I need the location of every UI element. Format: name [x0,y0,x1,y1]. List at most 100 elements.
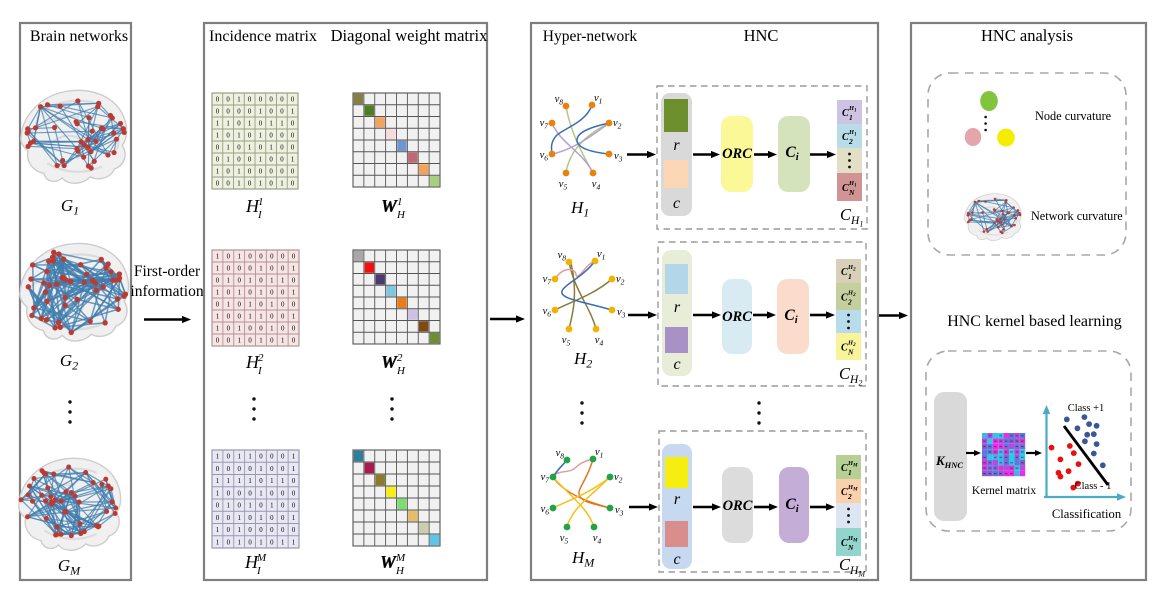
svg-text:1: 1 [237,540,240,547]
svg-text:1: 1 [216,290,219,297]
svg-text:0: 0 [270,515,274,522]
svg-text:0: 0 [270,266,274,273]
svg-text:1: 1 [270,302,273,309]
svg-text:1: 1 [292,266,295,273]
svg-text:0: 0 [281,454,285,461]
svg-text:0: 0 [216,503,220,510]
svg-text:0: 0 [270,527,274,534]
svg-text:1: 1 [227,503,230,510]
svg-text:0: 0 [269,109,273,116]
svg-text:C: C [841,538,848,549]
svg-text:0: 0 [270,540,274,547]
svg-text:2: 2 [847,492,852,501]
svg-text:N: N [847,543,854,552]
svg-text:0: 0 [281,326,285,333]
svg-text:0: 0 [216,466,220,473]
svg-text:0: 0 [270,454,274,461]
svg-text:1: 1 [848,272,852,281]
svg-text:0: 0 [227,454,231,461]
svg-text:H: H [396,365,406,377]
svg-text:Node curvature: Node curvature [1035,109,1112,123]
svg-text:1: 1 [248,478,251,485]
svg-text:0: 0 [259,527,263,534]
svg-text:r: r [674,299,681,316]
svg-text:0: 0 [292,326,296,333]
svg-text:0: 0 [280,145,284,152]
svg-text:0: 0 [270,466,274,473]
svg-text:0: 0 [248,181,252,188]
svg-text:0: 0 [270,338,274,345]
svg-text:0: 0 [292,527,296,534]
svg-text:C: C [841,463,848,474]
svg-text:0: 0 [248,109,252,116]
svg-text:0: 0 [226,181,230,188]
svg-text:0: 0 [216,302,220,309]
svg-text:1: 1 [248,145,251,152]
svg-text:1: 1 [259,266,262,273]
svg-text:0: 0 [227,491,231,498]
svg-text:1: 1 [259,290,262,297]
svg-text:0: 0 [292,338,296,345]
svg-text:1: 1 [269,145,272,152]
svg-text:0: 0 [280,169,284,176]
svg-text:Class - 1: Class - 1 [1075,481,1112,492]
svg-text:0: 0 [216,145,220,152]
svg-text:1: 1 [216,254,219,261]
svg-text:1: 1 [270,326,273,333]
svg-text:1: 1 [226,157,229,164]
svg-text:1: 1 [292,314,295,321]
svg-text:HNC: HNC [744,26,779,45]
svg-text:1: 1 [848,468,852,477]
svg-text:1: 1 [237,478,240,485]
svg-text:0: 0 [280,157,284,164]
svg-text:1: 1 [237,326,240,333]
svg-text:H: H [395,565,405,577]
svg-text:1: 1 [397,196,403,208]
svg-text:0: 0 [227,290,231,297]
svg-text:0: 0 [270,314,274,321]
svg-text:0: 0 [292,478,296,485]
svg-text:1: 1 [292,290,295,297]
svg-text:1: 1 [237,133,240,140]
svg-text:0: 0 [269,157,273,164]
svg-text:1: 1 [849,113,853,122]
svg-text:0: 0 [227,515,231,522]
svg-text:0: 0 [259,503,263,510]
svg-text:2: 2 [848,137,853,146]
svg-text:1: 1 [259,540,262,547]
svg-text:M: M [395,552,406,564]
svg-text:1: 1 [259,181,262,188]
svg-text:c: c [673,356,680,373]
svg-text:0: 0 [259,145,263,152]
svg-text:Network curvature: Network curvature [1031,209,1123,223]
svg-text:1: 1 [258,196,264,208]
svg-text:1: 1 [227,278,230,285]
svg-text:1: 1 [237,181,240,188]
svg-text:0: 0 [248,540,252,547]
svg-text:0: 0 [269,97,273,104]
svg-text:c: c [673,195,680,212]
svg-text:C: C [841,293,848,304]
svg-text:Diagonal weight matrix: Diagonal weight matrix [331,26,488,45]
svg-text:0: 0 [259,169,263,176]
svg-text:r: r [673,137,680,154]
svg-text:1: 1 [237,515,240,522]
svg-text:0: 0 [237,314,241,321]
svg-text:0: 0 [216,97,220,104]
svg-text:0: 0 [292,491,296,498]
svg-text:C: C [842,108,849,119]
svg-text:0: 0 [281,466,285,473]
svg-text:0: 0 [226,109,230,116]
svg-text:1: 1 [216,491,219,498]
svg-text:1: 1 [216,540,219,547]
svg-text:0: 0 [248,290,252,297]
svg-text:0: 0 [237,266,241,273]
svg-text:0: 0 [248,326,252,333]
svg-text:1: 1 [216,326,219,333]
svg-text:1: 1 [237,169,240,176]
svg-text:1: 1 [227,302,230,309]
svg-text:0: 0 [227,254,231,261]
svg-text:1: 1 [227,478,230,485]
svg-text:1: 1 [216,527,219,534]
svg-text:0: 0 [216,181,220,188]
